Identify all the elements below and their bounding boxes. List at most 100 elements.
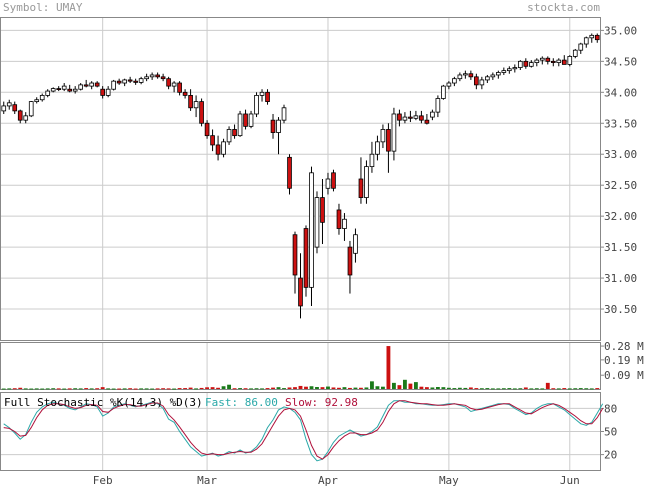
volume-bar bbox=[232, 388, 237, 390]
volume-bar bbox=[413, 382, 418, 389]
volume-bar bbox=[490, 388, 495, 390]
candle-body bbox=[149, 74, 155, 78]
volume-bar bbox=[402, 379, 407, 389]
volume-bar bbox=[501, 388, 506, 390]
candle-body bbox=[61, 85, 67, 90]
volume-bar bbox=[457, 387, 462, 389]
volume-tick-label: 0.19 M bbox=[604, 354, 644, 367]
candle-body bbox=[199, 101, 204, 124]
volume-bar bbox=[144, 388, 149, 390]
volume-bar bbox=[100, 387, 105, 389]
volume-bar bbox=[468, 387, 473, 389]
price-tick-label: 32.00 bbox=[604, 210, 637, 223]
volume-bar bbox=[507, 388, 512, 390]
candle-body bbox=[402, 116, 408, 121]
volume-bar bbox=[452, 388, 457, 390]
candle-body bbox=[298, 277, 303, 307]
volume-bar bbox=[205, 387, 210, 389]
volume-bar bbox=[298, 385, 303, 389]
volume-bar bbox=[386, 346, 391, 389]
candle-body bbox=[391, 113, 397, 152]
candle-body bbox=[226, 129, 232, 143]
candle-body bbox=[188, 95, 193, 109]
month-label: May bbox=[439, 474, 459, 486]
volume-bar bbox=[106, 388, 111, 390]
volume-bar bbox=[496, 388, 501, 390]
stochastic-tick-label: 80 bbox=[604, 402, 617, 415]
volume-bar bbox=[589, 388, 594, 390]
volume-bar bbox=[359, 387, 363, 389]
candle-body bbox=[408, 116, 413, 119]
volume-bar bbox=[111, 388, 116, 390]
candle-body bbox=[539, 57, 545, 61]
candle-body bbox=[232, 129, 237, 137]
volume-bar bbox=[40, 388, 45, 390]
candle-body bbox=[259, 91, 265, 96]
candle-body bbox=[589, 34, 595, 39]
candle-body bbox=[133, 80, 138, 83]
volume-bar bbox=[430, 387, 435, 389]
volume-bar bbox=[150, 388, 155, 390]
volume-axis: 0.28 M0.19 M 0.09 M bbox=[600, 340, 644, 382]
candle-body bbox=[12, 104, 18, 112]
candle-body bbox=[182, 91, 188, 96]
volume-bar bbox=[342, 387, 347, 389]
price-axis: 35.00 34.50 34.00 33.50 33.00 32.50 32.00 31.50… bbox=[600, 24, 637, 316]
stochastic-slow-label: Slow: 92.98 bbox=[285, 396, 358, 409]
month-label: Mar bbox=[197, 474, 217, 486]
volume-bar bbox=[315, 387, 319, 389]
volume-bar bbox=[523, 387, 528, 389]
volume-bar bbox=[578, 388, 583, 390]
candle-body bbox=[83, 84, 89, 87]
volume-bar bbox=[84, 388, 89, 390]
candle-body bbox=[23, 115, 29, 121]
candle-body bbox=[78, 84, 84, 90]
volume-bar bbox=[95, 388, 100, 390]
candle-body bbox=[210, 135, 215, 146]
candle-body bbox=[111, 80, 116, 90]
volume-bar bbox=[326, 386, 330, 389]
candle-body bbox=[572, 49, 578, 57]
candle-body bbox=[17, 110, 23, 121]
volume-bar bbox=[221, 386, 226, 389]
candle-body bbox=[89, 82, 94, 87]
candle-body bbox=[375, 141, 380, 155]
price-tick-label: 33.50 bbox=[604, 117, 637, 130]
volume-bar bbox=[139, 388, 144, 390]
candle-body bbox=[578, 43, 584, 51]
volume-bar bbox=[128, 388, 133, 390]
volume-bar bbox=[562, 388, 567, 390]
price-candles bbox=[1, 33, 600, 319]
price-tick-label: 32.50 bbox=[604, 179, 637, 192]
date-axis: Feb Mar Apr May Jun bbox=[93, 474, 580, 486]
volume-bar bbox=[243, 388, 248, 390]
candle-body bbox=[248, 113, 254, 127]
price-tick-label: 34.50 bbox=[604, 55, 637, 68]
volume-bar bbox=[441, 387, 446, 389]
volume-bar bbox=[556, 388, 561, 390]
stochastic-tick-label: 20 bbox=[604, 449, 617, 462]
candle-body bbox=[435, 98, 441, 113]
candle-body bbox=[28, 101, 34, 117]
candle-body bbox=[342, 218, 347, 229]
candle-body bbox=[215, 144, 221, 155]
volume-bar bbox=[485, 388, 490, 390]
stochastic-lines bbox=[3, 400, 604, 462]
volume-bar bbox=[364, 387, 369, 389]
candle-body bbox=[457, 74, 463, 80]
candle-body bbox=[463, 73, 468, 76]
candle-body bbox=[39, 95, 45, 101]
candle-body bbox=[545, 57, 551, 62]
volume-bar bbox=[172, 388, 177, 390]
candle-body bbox=[281, 107, 287, 121]
candle-body bbox=[347, 246, 353, 276]
candle-body bbox=[512, 67, 518, 70]
volume-bar bbox=[62, 388, 67, 390]
volume-bar bbox=[435, 387, 440, 389]
volume-bar bbox=[293, 387, 297, 389]
candle-body bbox=[534, 59, 540, 63]
candle-body bbox=[221, 141, 226, 155]
candle-body bbox=[72, 88, 78, 92]
